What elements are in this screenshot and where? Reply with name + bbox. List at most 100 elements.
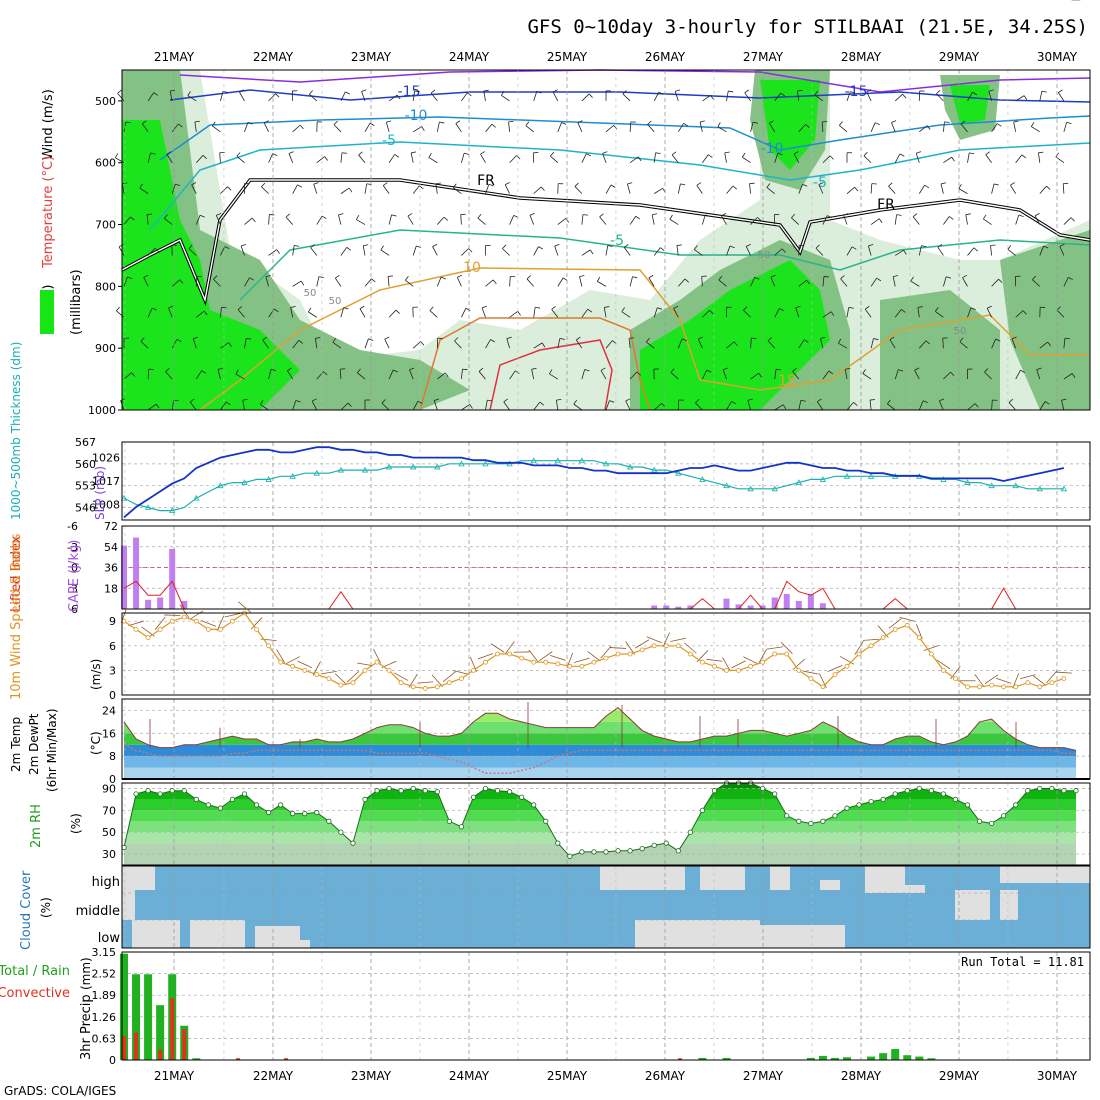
upper-wind-barb <box>490 339 496 343</box>
precip-total-bar <box>867 1056 876 1060</box>
upper-wind-barb <box>292 340 300 349</box>
rh-marker <box>446 818 452 824</box>
upper-wind-barb <box>339 369 342 380</box>
upper-wind-barb <box>599 213 604 218</box>
footer-credit: GrADS: COLA/IGES <box>4 1084 116 1098</box>
upper-wind-barb <box>757 217 762 222</box>
upper-wind-barb <box>750 338 752 349</box>
upper-wind-barb <box>916 151 922 154</box>
upper-wind-barb <box>433 400 438 411</box>
surface-wind-barb <box>453 670 470 675</box>
upper-wind-barb <box>891 120 897 123</box>
surface-wind-barb <box>766 646 783 650</box>
upper-wind-barb <box>491 123 497 128</box>
upper-wind-barb <box>676 244 682 246</box>
upper-wind-barb <box>359 305 365 309</box>
upper-wind-barb <box>781 248 786 253</box>
upper-wind-barb <box>702 214 706 225</box>
upper-wind-barb <box>416 245 422 248</box>
upper-wind-barb <box>944 121 950 123</box>
upper-wind-barb <box>728 90 734 93</box>
thickness-marker <box>193 494 200 501</box>
wind-speed-marker <box>989 682 994 688</box>
wind-tick-label: 3 <box>109 664 116 677</box>
cape-bar <box>121 545 127 609</box>
thickness-marker <box>385 463 393 470</box>
upper-wind-barb <box>1039 401 1046 411</box>
upper-wind-barb <box>581 369 586 380</box>
upper-wind-barb <box>806 279 811 285</box>
upper-wind-barb <box>268 93 276 102</box>
rh-marker <box>193 796 199 803</box>
upper-wind-barb <box>251 217 256 223</box>
upper-wind-barb <box>681 338 687 342</box>
wind-speed-marker <box>760 659 766 665</box>
cape-bar <box>181 600 188 609</box>
upper-wind-barb <box>797 90 800 101</box>
wind-speed-marker <box>386 668 392 673</box>
upper-wind-barb <box>432 243 438 247</box>
upper-wind-barb <box>341 152 347 154</box>
wind-speed-marker <box>965 684 970 690</box>
cape-bar <box>723 598 730 609</box>
upper-wind-barb <box>709 310 714 315</box>
upper-wind-barb <box>535 306 541 309</box>
rh-marker <box>434 789 440 795</box>
wind-speed-marker <box>627 651 633 657</box>
upper-wind-barb <box>864 305 870 310</box>
upper-wind-barb <box>875 122 880 126</box>
upper-wind-barb <box>557 122 562 132</box>
upper-wind-barb <box>435 182 441 185</box>
upper-wind-barb <box>984 368 989 373</box>
cloud-level-middle: middle <box>76 904 120 919</box>
upper-wind-barb <box>264 120 269 124</box>
rh-marker <box>253 802 260 808</box>
upper-wind-barb <box>165 371 173 380</box>
upper-wind-barb <box>767 340 775 349</box>
upper-wind-barb <box>435 183 438 194</box>
upper-wind-barb <box>651 214 655 225</box>
upper-wind-barb <box>747 400 751 411</box>
upper-wind-barb <box>967 403 976 411</box>
upper-wind-barb <box>295 400 301 403</box>
upper-wind-barb <box>749 182 755 185</box>
rh-band <box>124 821 1076 833</box>
wind-speed-marker <box>181 614 187 620</box>
upper-wind-barb <box>455 120 461 124</box>
wind-speed-marker <box>1025 680 1031 686</box>
upper-wind-barb <box>249 277 255 281</box>
ylabel-slp: SLP (mb) <box>93 466 107 520</box>
rh-marker <box>796 818 802 824</box>
upper-wind-barb <box>943 121 945 132</box>
rh-marker <box>229 796 236 803</box>
surface-wind-barb <box>417 681 434 684</box>
rh-marker <box>1001 813 1007 819</box>
upper-wind-barb <box>770 274 776 278</box>
precip-total-bar <box>903 1055 912 1060</box>
upper-wind-barb <box>657 307 663 310</box>
upper-wind-barb <box>822 155 831 164</box>
cloud-gap <box>700 866 745 890</box>
rh-marker <box>808 820 814 827</box>
ylabel-temp: 2m Temp <box>9 717 23 772</box>
upper-wind-barb <box>919 340 927 349</box>
wind-speed-marker <box>205 627 211 632</box>
upper-wind-barb <box>265 274 271 278</box>
upper-wind-barb <box>509 311 518 318</box>
upper-wind-barb <box>596 276 601 282</box>
upper-wind-barb <box>262 336 268 341</box>
wind-speed-marker <box>1061 676 1067 681</box>
rh-marker <box>687 829 693 835</box>
upper-wind-barb <box>150 152 156 155</box>
wind-speed-marker <box>217 627 223 632</box>
upper-wind-barb <box>531 369 535 380</box>
upper-wind-barb <box>1066 121 1072 124</box>
upper-wind-barb <box>820 338 824 349</box>
legend-total-rain: Total / Rain <box>0 964 70 979</box>
upper-wind-barb <box>673 305 679 309</box>
upper-wind-barb <box>1068 277 1073 280</box>
upper-wind-barb <box>724 152 727 163</box>
upper-wind-barb <box>674 91 679 102</box>
date-label-bottom: 26MAY <box>645 1069 686 1083</box>
